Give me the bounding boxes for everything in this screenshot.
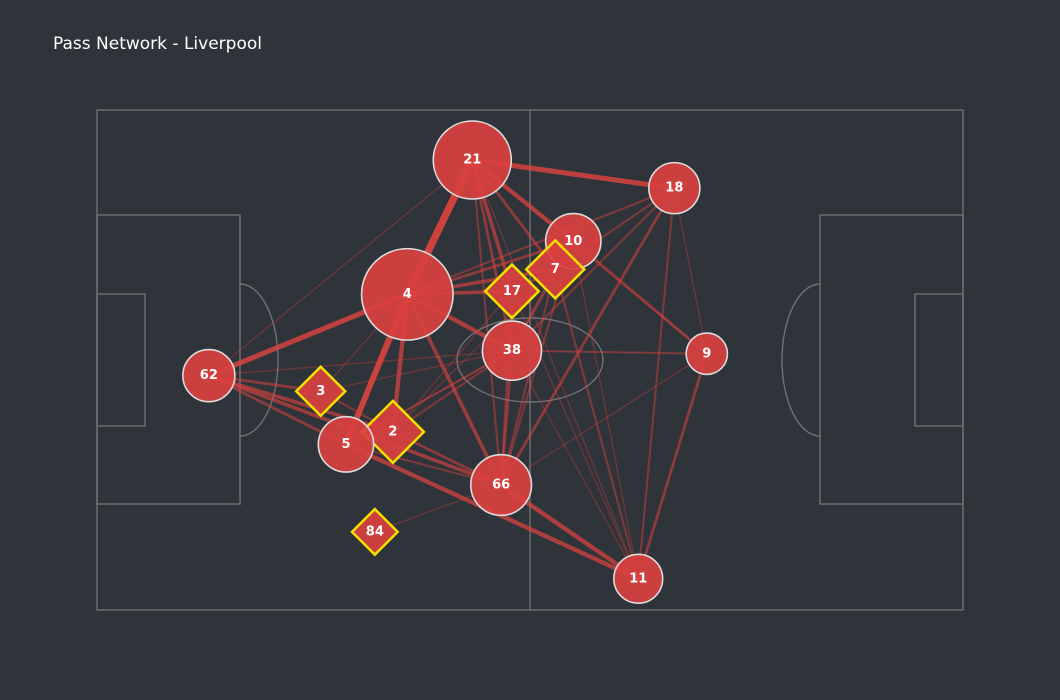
player-node-66[interactable]: 66	[469, 453, 533, 517]
player-node-2[interactable]: 2	[360, 399, 426, 465]
player-label: 38	[503, 343, 521, 358]
player-label: 2	[388, 424, 397, 439]
pass-edge-2-17	[392, 290, 513, 433]
player-marker-circle	[360, 247, 454, 341]
pass-edge-62-38	[208, 349, 513, 377]
right-penalty-arc	[781, 283, 821, 437]
pass-edge-10-9	[571, 239, 709, 356]
pass-edge-7-66	[500, 268, 557, 487]
player-label: 7	[551, 262, 560, 277]
pass-edge-18-9	[673, 187, 708, 355]
player-marker-circle	[469, 453, 533, 517]
player-label: 4	[403, 287, 412, 302]
player-marker-diamond	[483, 262, 541, 320]
player-node-21[interactable]: 21	[432, 120, 513, 200]
pass-edge-38-11	[511, 349, 639, 580]
pass-edge-18-11	[637, 187, 676, 580]
pass-edge-9-11	[636, 352, 709, 581]
player-label: 9	[702, 346, 711, 361]
pitch	[96, 109, 964, 611]
player-marker-circle	[182, 348, 236, 403]
player-label: 10	[564, 234, 582, 249]
player-node-3[interactable]: 3	[294, 364, 347, 418]
left-penalty-arc	[239, 283, 279, 437]
player-marker-circle	[648, 161, 701, 215]
left-six-yard-box	[96, 293, 146, 427]
player-label: 17	[503, 284, 521, 299]
player-marker-diamond	[350, 507, 400, 557]
pass-edge-3-38	[320, 349, 513, 392]
pass-edge-18-38	[510, 187, 676, 352]
pass-edge-21-11	[471, 159, 639, 580]
player-label: 18	[665, 181, 683, 196]
player-node-4[interactable]: 4	[360, 247, 454, 341]
right-penalty-box	[819, 214, 964, 505]
player-node-9[interactable]: 9	[685, 332, 729, 376]
pass-edge-38-9	[510, 349, 708, 355]
player-node-18[interactable]: 18	[648, 161, 701, 215]
player-nodes: 21 18 10 7 17 4 38 9 62 3 2 5 66 84 11	[182, 120, 729, 604]
player-label: 5	[341, 437, 350, 452]
player-label: 21	[463, 153, 481, 168]
player-node-62[interactable]: 62	[182, 348, 236, 403]
player-marker-circle	[317, 415, 375, 473]
pass-edges	[206, 156, 709, 581]
player-node-84[interactable]: 84	[350, 507, 400, 557]
pass-edge-66-9	[500, 353, 708, 486]
player-marker-circle	[685, 332, 729, 376]
player-node-17[interactable]: 17	[483, 262, 541, 320]
pass-edge-62-21	[208, 159, 473, 377]
player-node-38[interactable]: 38	[481, 320, 543, 381]
pass-edge-7-11	[554, 268, 640, 580]
pass-edge-18-4	[406, 187, 676, 296]
pass-edge-10-11	[572, 240, 639, 580]
player-marker-circle	[481, 320, 543, 381]
player-node-11[interactable]: 11	[613, 553, 664, 604]
player-marker-diamond	[524, 238, 587, 301]
player-node-7[interactable]: 7	[524, 238, 587, 301]
player-label: 11	[629, 571, 647, 586]
player-marker-diamond	[360, 399, 426, 465]
right-six-yard-box	[914, 293, 964, 427]
player-marker-circle	[432, 120, 513, 200]
player-node-5[interactable]: 5	[317, 415, 375, 473]
pass-edge-18-66	[499, 186, 676, 487]
player-label: 66	[492, 478, 510, 493]
player-label: 3	[316, 384, 325, 399]
player-label: 84	[366, 524, 384, 539]
player-marker-circle	[613, 553, 664, 604]
player-label: 62	[200, 368, 218, 383]
centre-circle	[456, 317, 604, 403]
player-marker-diamond	[294, 364, 347, 418]
pass-edge-21-66	[471, 158, 503, 487]
chart-title: Pass Network - Liverpool	[53, 34, 262, 54]
